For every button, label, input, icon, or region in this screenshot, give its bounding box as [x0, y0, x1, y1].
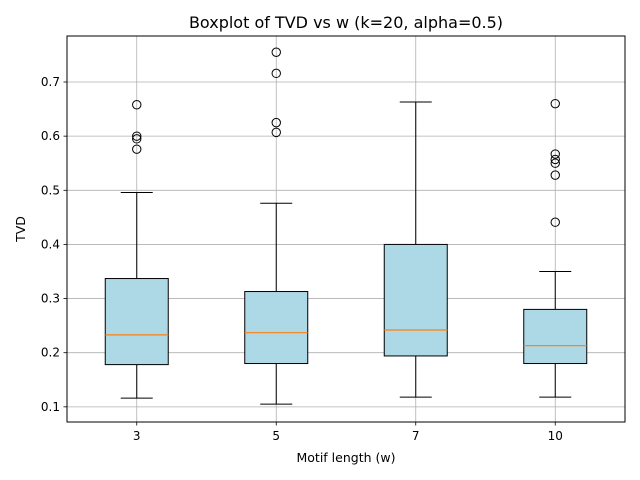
- x-tick-label: 3: [133, 429, 141, 443]
- y-tick-label: 0.7: [41, 75, 60, 89]
- outlier-point: [271, 47, 281, 57]
- outlier-point: [550, 149, 560, 159]
- y-axis-label: TVD: [13, 216, 28, 243]
- y-tick-label: 0.2: [41, 346, 60, 360]
- outlier-point: [550, 217, 560, 227]
- iqr-box: [383, 243, 448, 357]
- box-group-w10: [523, 98, 588, 398]
- outlier-point: [132, 131, 142, 141]
- iqr-box: [104, 278, 169, 366]
- axis-ticks: 0.1 0.2 0.3 0.4 0.5 0.6 0.7 3 5 7 10: [41, 75, 563, 443]
- iqr-box: [523, 308, 588, 365]
- y-tick-label: 0.1: [41, 400, 60, 414]
- outlier-point: [550, 154, 560, 165]
- box-group-w3: [104, 100, 169, 399]
- outlier-point: [550, 170, 560, 180]
- outlier-point: [271, 68, 281, 79]
- outlier-point: [550, 158, 560, 168]
- box-group-w5: [244, 47, 309, 405]
- box-group-w7: [383, 101, 448, 398]
- x-tick-label: 10: [548, 429, 563, 443]
- outlier-point: [132, 144, 142, 154]
- y-tick-label: 0.4: [41, 237, 60, 251]
- outlier-point: [550, 98, 560, 109]
- x-tick-label: 7: [412, 429, 420, 443]
- x-tick-label: 5: [272, 429, 280, 443]
- chart-title: Boxplot of TVD vs w (k=20, alpha=0.5): [189, 13, 503, 32]
- outlier-point: [271, 127, 281, 138]
- iqr-box: [244, 291, 309, 365]
- box-series: [104, 47, 588, 405]
- y-tick-label: 0.6: [41, 129, 60, 143]
- outlier-point: [132, 134, 142, 144]
- outlier-point: [132, 100, 142, 110]
- y-tick-label: 0.3: [41, 292, 60, 306]
- x-axis-label: Motif length (w): [297, 450, 396, 465]
- outlier-point: [271, 117, 281, 128]
- plot-frame: [66, 35, 626, 423]
- y-tick-label: 0.5: [41, 183, 60, 197]
